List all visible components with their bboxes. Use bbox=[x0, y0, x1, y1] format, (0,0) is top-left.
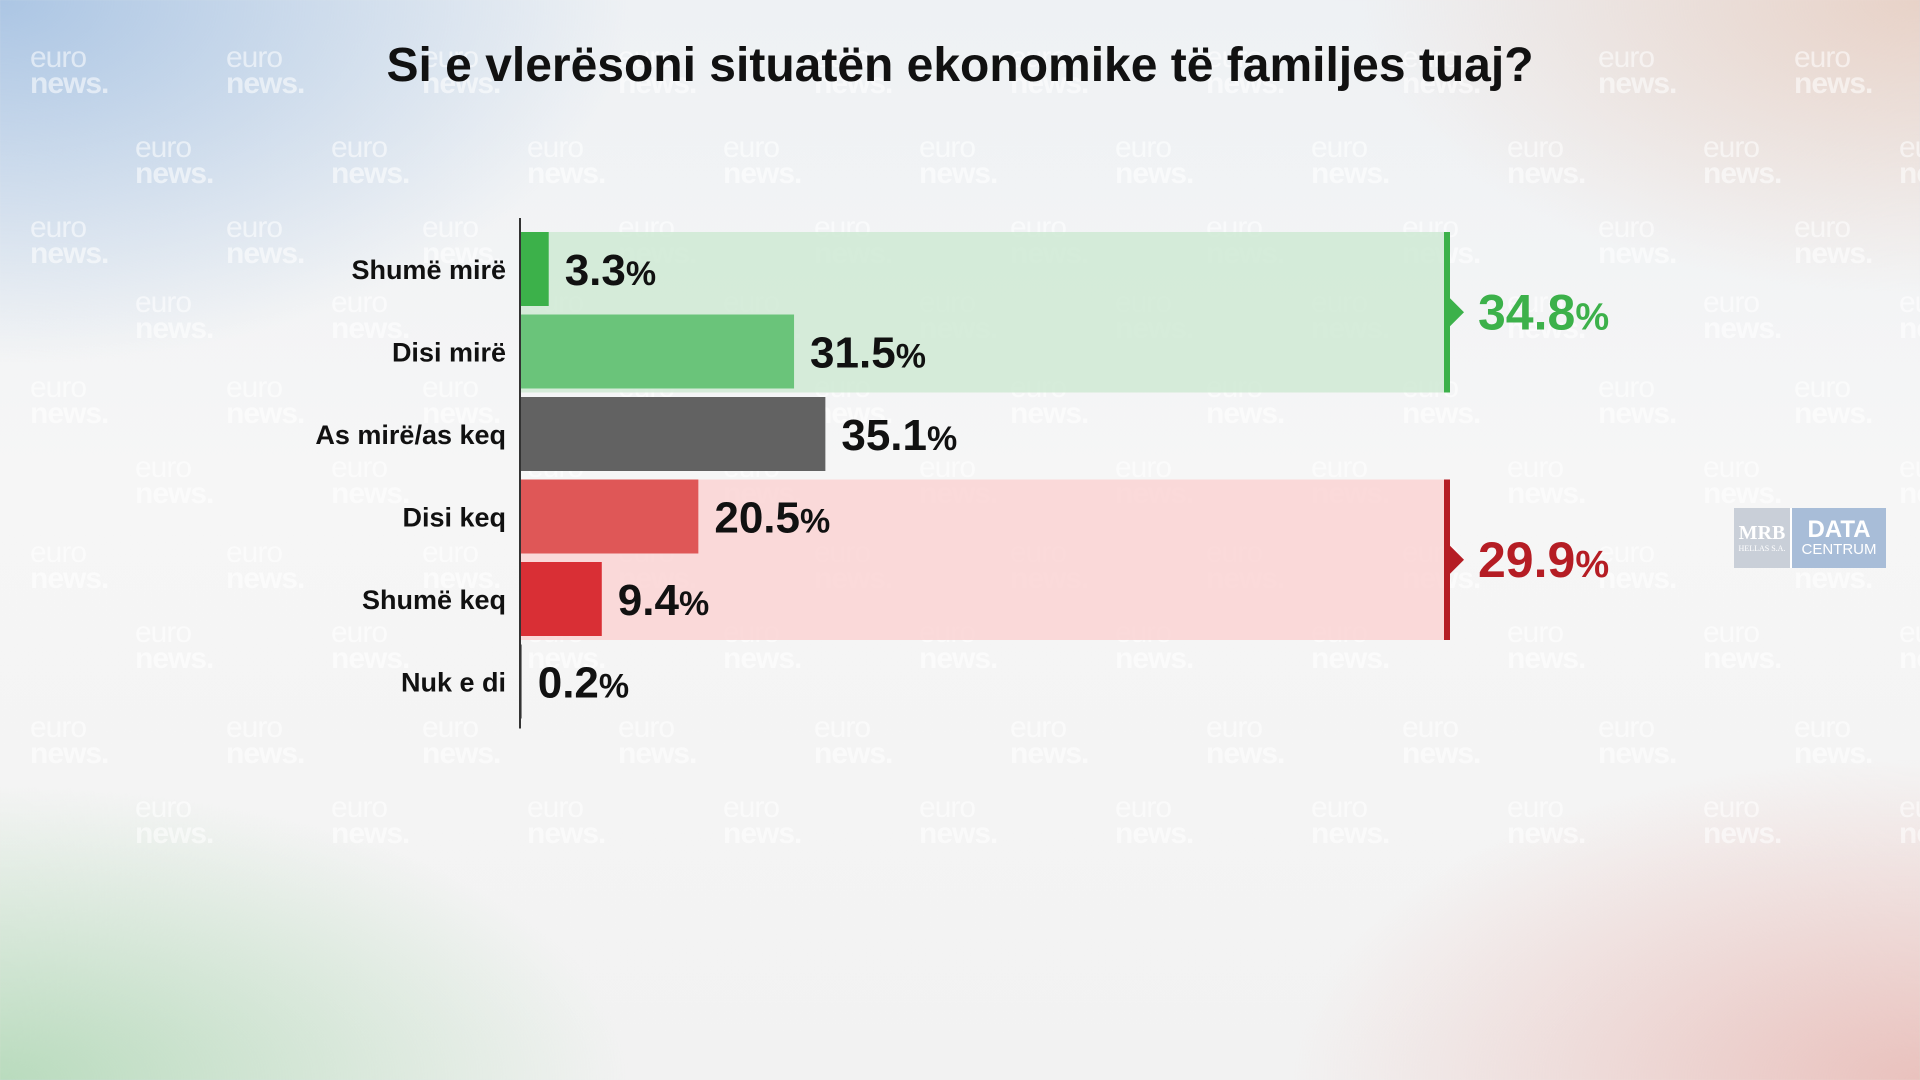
negative-group-arrow bbox=[1450, 545, 1464, 574]
bar-4 bbox=[520, 562, 602, 636]
category-label-0: Shumë mirë bbox=[351, 255, 506, 285]
mrb-data-centrum-logo: MRB HELLAS S.A. DATA CENTRUM bbox=[1734, 508, 1886, 568]
positive-group-total-label: 34.8% bbox=[1478, 284, 1609, 340]
category-label-3: Disi keq bbox=[402, 503, 506, 533]
value-label-0: 3.3% bbox=[565, 246, 656, 295]
logo-mrb-text: MRB bbox=[1738, 522, 1786, 544]
bar-2 bbox=[520, 397, 826, 471]
category-label-4: Shumë keq bbox=[362, 585, 506, 615]
category-label-2: As mirë/as keq bbox=[315, 420, 506, 450]
negative-group-bracket bbox=[1444, 479, 1450, 640]
value-label-1: 31.5% bbox=[810, 329, 926, 378]
logo-data-text: DATA bbox=[1807, 516, 1871, 543]
value-label-4: 9.4% bbox=[618, 576, 709, 625]
logo-centrum-text: CENTRUM bbox=[1801, 541, 1877, 558]
data-centrum-logo-part: DATA CENTRUM bbox=[1792, 508, 1886, 568]
bar-3 bbox=[520, 479, 699, 554]
bar-1 bbox=[520, 314, 795, 389]
value-label-2: 35.1% bbox=[841, 411, 957, 460]
negative-group-total-label: 29.9% bbox=[1478, 532, 1609, 588]
value-label-3: 20.5% bbox=[714, 494, 830, 543]
positive-group-arrow bbox=[1450, 298, 1464, 327]
value-label-5: 0.2% bbox=[538, 659, 629, 708]
positive-group-bracket bbox=[1444, 232, 1450, 393]
logo-mrb-sub-text: HELLAS S.A. bbox=[1738, 544, 1786, 553]
bar-0 bbox=[520, 232, 549, 306]
mrb-logo-part: MRB HELLAS S.A. bbox=[1734, 508, 1792, 568]
category-label-1: Disi mirë bbox=[392, 338, 506, 368]
chart-title: Si e vlerësoni situatën ekonomike të fam… bbox=[386, 39, 1534, 92]
category-label-5: Nuk e di bbox=[401, 668, 506, 698]
